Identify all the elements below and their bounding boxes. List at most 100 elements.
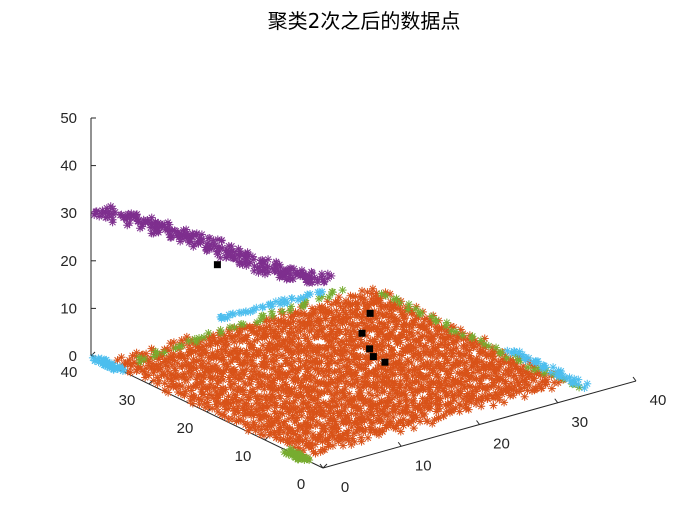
data-point: [355, 425, 365, 435]
data-point: [326, 374, 336, 384]
data-point: [215, 312, 225, 322]
data-point: [327, 352, 337, 362]
data-point: [390, 314, 400, 324]
data-point: [486, 381, 496, 391]
data-point: [411, 304, 421, 314]
data-point: [326, 271, 336, 281]
data-point: [122, 358, 132, 368]
data-point: [360, 294, 370, 304]
data-point: [411, 385, 421, 395]
z-tick-label-2: 20: [60, 253, 77, 270]
data-point: [467, 331, 477, 341]
data-point: [386, 395, 396, 405]
data-point: [264, 300, 274, 310]
data-point: [492, 374, 502, 384]
data-point: [245, 339, 255, 349]
z-tick-label-1: 10: [60, 300, 77, 317]
data-point: [399, 414, 409, 424]
z-tick-label-4: 40: [60, 158, 77, 175]
data-point: [471, 382, 481, 392]
data-point: [176, 351, 186, 361]
centroid-marker-5: [366, 309, 374, 317]
data-point: [258, 311, 268, 321]
data-point: [320, 445, 330, 455]
data-point: [413, 335, 423, 345]
data-point: [539, 361, 549, 371]
data-point: [250, 261, 260, 271]
data-point: [404, 299, 414, 309]
data-point: [420, 340, 430, 350]
data-point: [319, 323, 329, 333]
data-point: [208, 383, 218, 393]
data-point: [582, 379, 592, 389]
data-point: [168, 382, 178, 392]
x-tick-0: [319, 463, 324, 469]
data-point: [241, 261, 251, 271]
data-point: [390, 388, 400, 398]
data-point: [387, 346, 397, 356]
data-point: [166, 351, 176, 361]
data-point: [291, 390, 301, 400]
data-point: [440, 334, 450, 344]
data-point: [254, 377, 264, 387]
data-point: [284, 327, 294, 337]
data-point: [177, 362, 187, 372]
data-point: [302, 290, 312, 300]
data-point: [376, 302, 386, 312]
data-point: [248, 252, 258, 262]
data-point: [322, 435, 332, 445]
data-point: [219, 367, 229, 377]
z-tick-label-5: 50: [60, 110, 77, 127]
data-point: [287, 293, 297, 303]
data-point: [318, 398, 328, 408]
data-point: [528, 357, 538, 367]
data-point: [151, 360, 161, 370]
data-point: [447, 361, 457, 371]
data-point: [237, 395, 247, 405]
data-point: [180, 369, 190, 379]
z-tick-label-0: 0: [69, 348, 77, 365]
data-point: [317, 272, 327, 282]
data-point: [502, 346, 512, 356]
data-point: [280, 295, 290, 305]
data-point: [357, 409, 367, 419]
data-point: [271, 296, 281, 306]
data-point: [327, 415, 337, 425]
data-point: [304, 388, 314, 398]
data-point: [259, 420, 269, 430]
data-point: [150, 346, 160, 356]
data-point: [288, 274, 298, 284]
centroid-marker-0: [213, 261, 221, 269]
x-tick-1: [397, 441, 402, 447]
x-tick-label-2: 20: [493, 436, 510, 453]
data-point: [356, 433, 366, 443]
x-tick-label-1: 10: [415, 457, 432, 474]
data-point: [229, 253, 239, 263]
data-point: [267, 420, 277, 430]
data-point: [295, 449, 305, 459]
data-point: [246, 323, 256, 333]
data-point: [453, 385, 463, 395]
data-point: [269, 266, 279, 276]
data-point: [313, 342, 323, 352]
data-point: [236, 319, 246, 329]
data-point: [260, 269, 270, 279]
data-point: [320, 314, 330, 324]
data-point: [377, 289, 387, 299]
data-point: [427, 311, 437, 321]
data-point: [299, 330, 309, 340]
data-point: [184, 336, 194, 346]
x-tick-label-3: 30: [571, 414, 588, 431]
x-tick-4: [632, 376, 637, 382]
data-point: [108, 217, 118, 227]
data-point: [452, 355, 462, 365]
data-point: [193, 370, 203, 380]
x-tick-3: [554, 398, 559, 404]
data-point: [228, 309, 238, 319]
data-point: [271, 400, 281, 410]
data-point: [159, 347, 169, 357]
data-point: [258, 302, 268, 312]
data-point: [189, 239, 199, 249]
data-point: [383, 301, 393, 311]
